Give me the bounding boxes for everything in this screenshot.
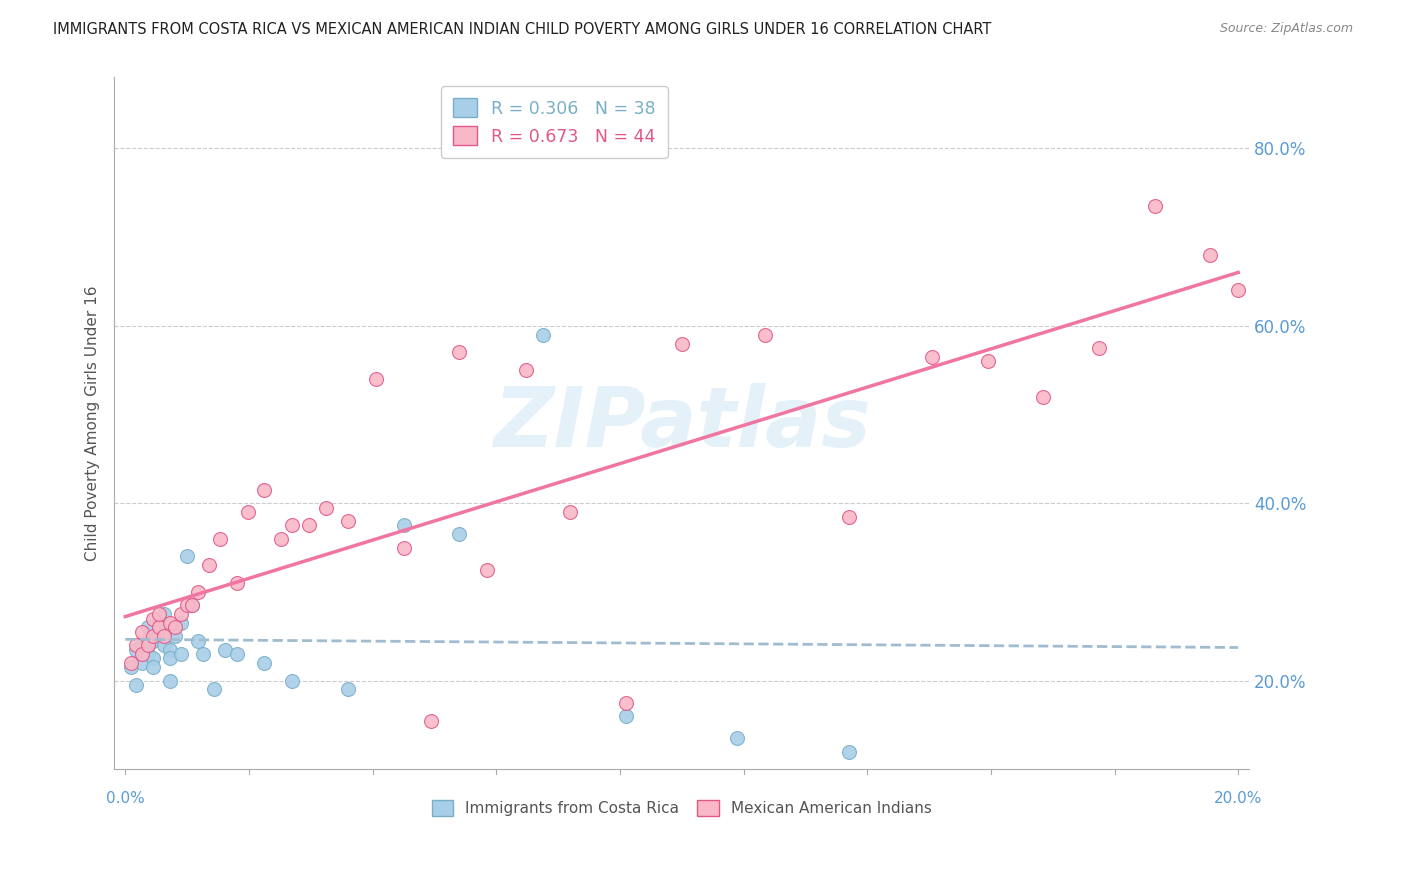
Point bbox=[176, 549, 198, 564]
Text: 20.0%: 20.0% bbox=[1213, 791, 1263, 806]
Point bbox=[136, 647, 159, 661]
Point bbox=[671, 336, 693, 351]
Point bbox=[202, 682, 225, 697]
Point bbox=[197, 558, 219, 573]
Point bbox=[253, 656, 276, 670]
Point bbox=[392, 518, 415, 533]
Point bbox=[176, 598, 198, 612]
Point bbox=[159, 615, 181, 630]
Point bbox=[148, 629, 170, 643]
Point bbox=[225, 576, 247, 591]
Point bbox=[336, 682, 359, 697]
Point bbox=[315, 500, 337, 515]
Point bbox=[420, 714, 443, 728]
Point bbox=[208, 532, 231, 546]
Point bbox=[449, 527, 471, 541]
Point bbox=[165, 620, 187, 634]
Point bbox=[136, 638, 159, 652]
Point bbox=[725, 731, 748, 746]
Point bbox=[921, 350, 943, 364]
Point bbox=[1032, 390, 1054, 404]
Point bbox=[281, 673, 304, 688]
Y-axis label: Child Poverty Among Girls Under 16: Child Poverty Among Girls Under 16 bbox=[86, 285, 100, 561]
Point bbox=[181, 598, 204, 612]
Text: Source: ZipAtlas.com: Source: ZipAtlas.com bbox=[1219, 22, 1353, 36]
Point bbox=[148, 620, 170, 634]
Point bbox=[838, 745, 860, 759]
Point bbox=[614, 709, 637, 723]
Point bbox=[142, 651, 165, 665]
Point bbox=[298, 518, 321, 533]
Point bbox=[142, 629, 165, 643]
Point bbox=[120, 656, 142, 670]
Text: ZIPatlas: ZIPatlas bbox=[492, 383, 870, 464]
Point bbox=[214, 642, 236, 657]
Text: 0.0%: 0.0% bbox=[105, 791, 145, 806]
Point bbox=[281, 518, 304, 533]
Point bbox=[125, 638, 148, 652]
Point bbox=[614, 696, 637, 710]
Point bbox=[187, 585, 209, 599]
Point bbox=[153, 638, 176, 652]
Point bbox=[977, 354, 1000, 368]
Point bbox=[131, 638, 153, 652]
Point bbox=[170, 647, 193, 661]
Point bbox=[754, 327, 776, 342]
Point bbox=[225, 647, 247, 661]
Point bbox=[170, 615, 193, 630]
Point bbox=[560, 505, 582, 519]
Point bbox=[1227, 283, 1250, 297]
Point bbox=[838, 509, 860, 524]
Point bbox=[515, 363, 537, 377]
Point bbox=[159, 651, 181, 665]
Point bbox=[153, 624, 176, 639]
Point bbox=[531, 327, 554, 342]
Point bbox=[136, 633, 159, 648]
Point bbox=[148, 611, 170, 625]
Point bbox=[142, 611, 165, 625]
Point bbox=[475, 563, 498, 577]
Point bbox=[336, 514, 359, 528]
Point bbox=[165, 629, 187, 643]
Point bbox=[125, 642, 148, 657]
Point bbox=[1143, 199, 1166, 213]
Point bbox=[153, 629, 176, 643]
Point bbox=[148, 607, 170, 621]
Point bbox=[153, 607, 176, 621]
Legend: Immigrants from Costa Rica, Mexican American Indians: Immigrants from Costa Rica, Mexican Amer… bbox=[423, 793, 939, 824]
Point bbox=[142, 633, 165, 648]
Point bbox=[120, 660, 142, 674]
Point bbox=[170, 607, 193, 621]
Point bbox=[142, 660, 165, 674]
Point bbox=[181, 598, 204, 612]
Point bbox=[364, 372, 387, 386]
Point bbox=[125, 678, 148, 692]
Point bbox=[136, 620, 159, 634]
Point bbox=[236, 505, 259, 519]
Point bbox=[131, 647, 153, 661]
Point bbox=[392, 541, 415, 555]
Point bbox=[193, 647, 215, 661]
Point bbox=[449, 345, 471, 359]
Point bbox=[159, 673, 181, 688]
Point bbox=[1199, 248, 1222, 262]
Text: IMMIGRANTS FROM COSTA RICA VS MEXICAN AMERICAN INDIAN CHILD POVERTY AMONG GIRLS : IMMIGRANTS FROM COSTA RICA VS MEXICAN AM… bbox=[53, 22, 991, 37]
Point bbox=[131, 656, 153, 670]
Point bbox=[253, 483, 276, 497]
Point bbox=[1088, 341, 1111, 355]
Point bbox=[159, 642, 181, 657]
Point bbox=[187, 633, 209, 648]
Point bbox=[131, 624, 153, 639]
Point bbox=[270, 532, 292, 546]
